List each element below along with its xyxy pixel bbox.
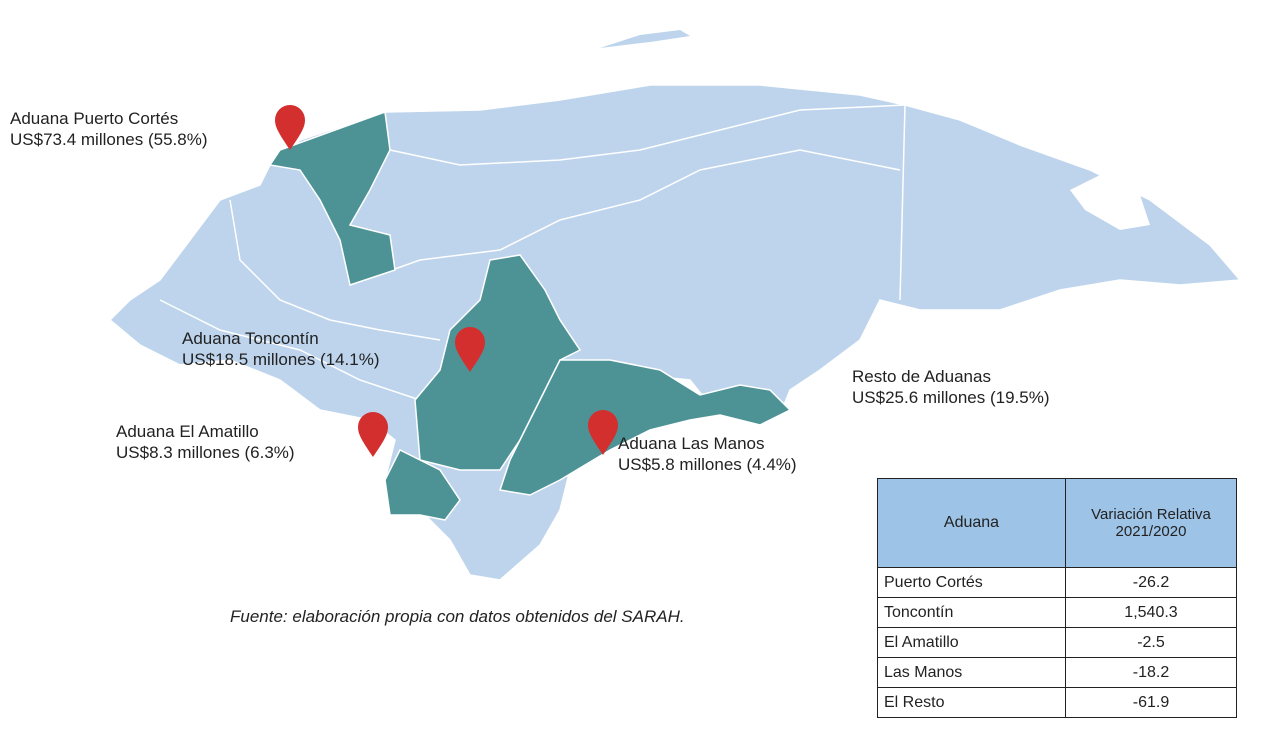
region-valle <box>384 448 461 521</box>
table-cell: -26.2 <box>1065 567 1237 598</box>
label-value: US$5.8 millones (4.4%) <box>618 455 797 474</box>
label-value: US$25.6 millones (19.5%) <box>852 388 1050 407</box>
table-body: Puerto Cortés -26.2 Toncontín 1,540.3 El Ama… <box>877 567 1237 718</box>
island <box>600 30 690 48</box>
border <box>899 104 906 301</box>
border <box>349 149 901 286</box>
label-name: Resto de Aduanas <box>852 367 991 386</box>
table-cell: Las Manos <box>877 657 1066 688</box>
label-value: US$8.3 millones (6.3%) <box>116 443 295 462</box>
map-label: Resto de Aduanas US$25.6 millones (19.5%) <box>852 366 1049 408</box>
table-cell: -2.5 <box>1065 627 1237 658</box>
table-row: Toncontín 1,540.3 <box>877 597 1237 628</box>
table-cell: El Amatillo <box>877 627 1066 658</box>
region-cortes <box>268 110 396 286</box>
table-cell: Toncontín <box>877 597 1066 628</box>
table-cell: -61.9 <box>1065 687 1237 718</box>
table: Aduana Variación Relativa 2021/2020 Puer… <box>877 478 1237 718</box>
border <box>389 104 906 166</box>
label-value: US$18.5 millones (14.1%) <box>182 350 380 369</box>
map-label: Aduana Puerto Cortés US$73.4 millones (55… <box>10 108 207 150</box>
label-name: Aduana Puerto Cortés <box>10 109 179 128</box>
table-cell: -18.2 <box>1065 657 1237 688</box>
map-label: Aduana Las Manos US$5.8 millones (4.4%) <box>618 433 797 475</box>
pin <box>358 412 388 457</box>
border <box>229 199 441 341</box>
table-cell: 1,540.3 <box>1065 597 1237 628</box>
table-cell: Puerto Cortés <box>877 567 1066 598</box>
region-francisco-morazan <box>414 254 582 471</box>
map-label: Aduana El Amatillo US$8.3 millones (6.3%) <box>116 421 295 463</box>
header-cell: Aduana <box>877 478 1066 568</box>
country <box>108 84 1242 581</box>
label-name: Aduana Las Manos <box>618 434 765 453</box>
source: Fuente: elaboración propia con datos obt… <box>230 607 685 626</box>
table-row: Las Manos -18.2 <box>877 657 1237 688</box>
table-row: Puerto Cortés -26.2 <box>877 567 1237 598</box>
pin <box>455 327 485 372</box>
table-row: El Resto -61.9 <box>877 687 1237 718</box>
table-row: El Amatillo -2.5 <box>877 627 1237 658</box>
pin <box>588 410 618 455</box>
lagoon <box>1070 175 1150 230</box>
map-label: Aduana Toncontín US$18.5 millones (14.1%) <box>182 328 379 370</box>
label-name: Aduana El Amatillo <box>116 422 259 441</box>
header-cell: Variación Relativa 2021/2020 <box>1065 478 1237 568</box>
label-name: Aduana Toncontín <box>182 329 319 348</box>
border <box>159 299 421 401</box>
label-value: US$73.4 millones (55.8%) <box>10 130 208 149</box>
pin <box>275 105 305 150</box>
region-el-paraiso <box>499 359 792 496</box>
table-cell: El Resto <box>877 687 1066 718</box>
